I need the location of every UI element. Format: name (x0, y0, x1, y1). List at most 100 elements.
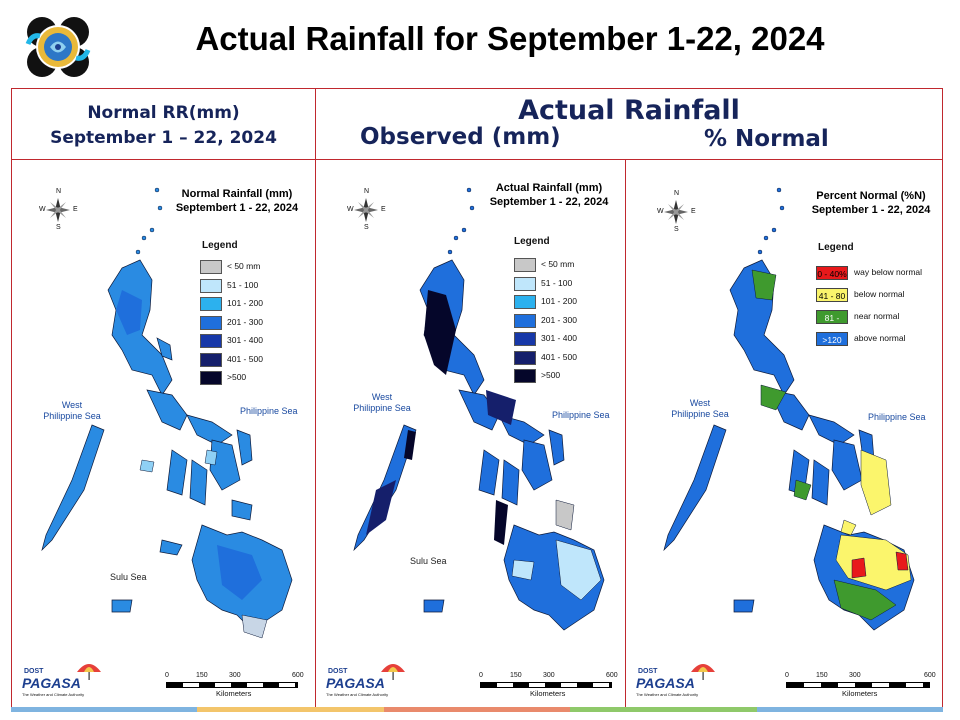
compass-w: W (347, 206, 354, 213)
pagasa-brand: DOST PAGASA The Weather and Climate Auth… (634, 660, 724, 704)
umbrella-icon (691, 664, 715, 680)
sea-west-label: West Philippine Sea (671, 398, 729, 419)
compass-n: N (674, 190, 680, 197)
philippines-map-percent (663, 187, 915, 631)
scale-tick-0: 0 (479, 672, 483, 679)
header-observed: Observed (mm) (360, 124, 561, 150)
legend-label: 401 - 500 (541, 351, 577, 362)
map-title-line2: September 1 - 22, 2024 (489, 196, 609, 208)
pagasa-logo (24, 14, 92, 80)
scale-unit: Kilometers (530, 689, 566, 698)
brand-name: PAGASA (326, 675, 385, 691)
philippines-map-observed (353, 187, 605, 631)
legend-swatch: 41 - 80 (816, 288, 848, 302)
map-title-line2: Septembert 1 - 22, 2024 (175, 202, 299, 214)
strip-segment (11, 707, 198, 712)
compass-s: S (674, 226, 679, 233)
compass-n: N (56, 188, 62, 195)
sea-sulu-label: Sulu Sea (110, 572, 147, 582)
scale-tick-2: 300 (543, 672, 555, 679)
compass-e: E (691, 208, 696, 215)
map-title-line1: Actual Rainfall (mm) (495, 182, 603, 194)
brand-tagline: The Weather and Climate Authority (326, 692, 389, 697)
sea-west-label: West Philippine Sea (353, 392, 411, 413)
legend-swatch (514, 313, 536, 328)
legend-label: 101 - 200 (541, 296, 577, 306)
strip-segment (756, 707, 944, 712)
pagasa-brand: DOST PAGASA The Weather and Climate Auth… (324, 660, 414, 704)
legend: < 50 mm 51 - 100 101 - 200 201 - 300 301 - 4… (200, 260, 300, 390)
legend-swatch (200, 315, 222, 330)
scale-tick-1: 150 (196, 672, 208, 679)
map-title-line2: September 1 - 22, 2024 (811, 204, 931, 216)
brand-dost: DOST (328, 668, 348, 675)
compass-w: W (657, 208, 664, 215)
legend-swatch (514, 295, 536, 309)
map-normal: N S W E Normal Rainfall (mm) Septembert … (12, 160, 315, 711)
scale-bar: 0 150 300 600 Kilometers (479, 672, 620, 698)
legend-swatch: >120 (816, 332, 848, 346)
scale-tick-1: 150 (816, 672, 828, 679)
brand-tagline: The Weather and Climate Authority (22, 692, 85, 697)
header-normal-box (11, 88, 316, 160)
compass-icon (664, 200, 688, 224)
header-actual-title: Actual Rainfall (518, 95, 740, 126)
sea-west-label: West Philippine Sea (43, 400, 101, 421)
compass-n: N (364, 188, 370, 195)
strip-segment (570, 707, 757, 712)
scale-tick-1: 150 (510, 672, 522, 679)
legend-swatch (200, 278, 222, 293)
scale-bar: 0 150 300 600 Kilometers (165, 672, 306, 698)
legend-swatch: 0 - 40% (816, 266, 848, 280)
legend-swatch: 81 - 120 (816, 310, 848, 337)
brand-dost: DOST (638, 668, 658, 675)
legend-label: < 50 mm (227, 261, 261, 271)
legend-swatch (200, 297, 222, 311)
legend-label: 301 - 400 (227, 335, 263, 345)
pagasa-brand: DOST PAGASA The Weather and Climate Auth… (20, 660, 110, 704)
legend-label: < 50 mm (541, 259, 575, 269)
legend-label: 51 - 100 (227, 279, 259, 290)
sea-east-label: Philippine Sea (868, 412, 926, 422)
legend-label: below normal (854, 289, 905, 299)
legend-swatch (514, 350, 536, 365)
legend-swatch (514, 369, 536, 383)
legend-swatch (200, 371, 222, 385)
compass-icon (354, 198, 378, 222)
sea-east-label: Philippine Sea (552, 410, 610, 420)
compass-e: E (381, 206, 386, 213)
header-normal-line1: Normal RR(mm) (87, 103, 240, 123)
compass-e: E (73, 206, 78, 213)
scale-bar: 0 150 300 600 Kilometers (785, 672, 936, 698)
legend-label: 51 - 100 (541, 277, 573, 288)
legend: < 50 mm 51 - 100 101 - 200 201 - 300 301 - 4… (514, 258, 614, 388)
brand-name: PAGASA (22, 675, 81, 691)
strip-segment (197, 707, 384, 712)
page-title: Actual Rainfall for September 1-22, 2024 (195, 20, 825, 57)
scale-unit: Kilometers (216, 689, 252, 698)
brand-dost: DOST (24, 668, 44, 675)
legend-swatch (514, 276, 536, 291)
legend-swatch (200, 352, 222, 367)
scale-tick-0: 0 (165, 672, 169, 679)
map-title-line1: Percent Normal (%N) (816, 190, 926, 202)
philippines-map-normal (41, 187, 293, 639)
compass-s: S (56, 224, 61, 231)
scale-tick-2: 300 (849, 672, 861, 679)
compass-icon (46, 198, 70, 222)
compass-w: W (39, 206, 46, 213)
umbrella-icon (77, 664, 101, 680)
sea-sulu-label: Sulu Sea (410, 556, 447, 566)
umbrella-icon (381, 664, 405, 680)
legend-title: Legend (514, 236, 550, 247)
legend-swatch (514, 332, 536, 346)
scale-tick-2: 300 (229, 672, 241, 679)
bottom-color-strip (11, 707, 944, 712)
legend-label: >500 (227, 372, 247, 382)
map-observed: N S W E Actual Rainfall (mm) September 1… (316, 160, 625, 711)
legend-label: way below normal (854, 267, 923, 277)
brand-tagline: The Weather and Climate Authority (636, 692, 699, 697)
scale-tick-3: 600 (924, 672, 936, 679)
legend-label: 201 - 300 (541, 314, 577, 325)
legend-title: Legend (818, 242, 854, 253)
